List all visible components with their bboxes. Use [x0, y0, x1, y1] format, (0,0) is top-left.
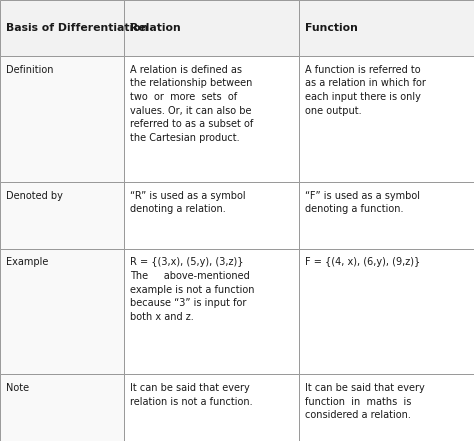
Text: Basis of Differentiation: Basis of Differentiation: [6, 23, 148, 33]
Text: Denoted by: Denoted by: [6, 191, 63, 201]
Bar: [124, 0, 299, 56]
Bar: [299, 374, 474, 441]
Bar: [0, 374, 124, 441]
Bar: [299, 56, 474, 182]
Bar: [0, 56, 124, 182]
Bar: [299, 0, 474, 56]
Bar: [0, 249, 124, 374]
Bar: [0, 182, 124, 249]
Text: It can be said that every
function  in  maths  is
considered a relation.: It can be said that every function in ma…: [305, 383, 425, 420]
Text: A function is referred to
as a relation in which for
each input there is only
on: A function is referred to as a relation …: [305, 65, 426, 116]
Bar: [299, 182, 474, 249]
Bar: [299, 249, 474, 374]
Text: “R” is used as a symbol
denoting a relation.: “R” is used as a symbol denoting a relat…: [130, 191, 246, 214]
Bar: [124, 56, 299, 182]
Text: “F” is used as a symbol
denoting a function.: “F” is used as a symbol denoting a funct…: [305, 191, 420, 214]
Bar: [124, 249, 299, 374]
Text: R = {(3,x), (5,y), (3,z)}
The     above-mentioned
example is not a function
beca: R = {(3,x), (5,y), (3,z)} The above-ment…: [130, 258, 255, 322]
Text: Function: Function: [305, 23, 358, 33]
Text: Example: Example: [6, 258, 48, 267]
Text: F = {(4, x), (6,y), (9,z)}: F = {(4, x), (6,y), (9,z)}: [305, 258, 420, 267]
Text: Relation: Relation: [130, 23, 181, 33]
Text: It can be said that every
relation is not a function.: It can be said that every relation is no…: [130, 383, 253, 407]
Bar: [124, 374, 299, 441]
Text: A relation is defined as
the relationship between
two  or  more  sets  of
values: A relation is defined as the relationshi…: [130, 65, 254, 143]
Bar: [0, 0, 124, 56]
Text: Note: Note: [6, 383, 29, 393]
Bar: [124, 182, 299, 249]
Text: Definition: Definition: [6, 65, 54, 75]
